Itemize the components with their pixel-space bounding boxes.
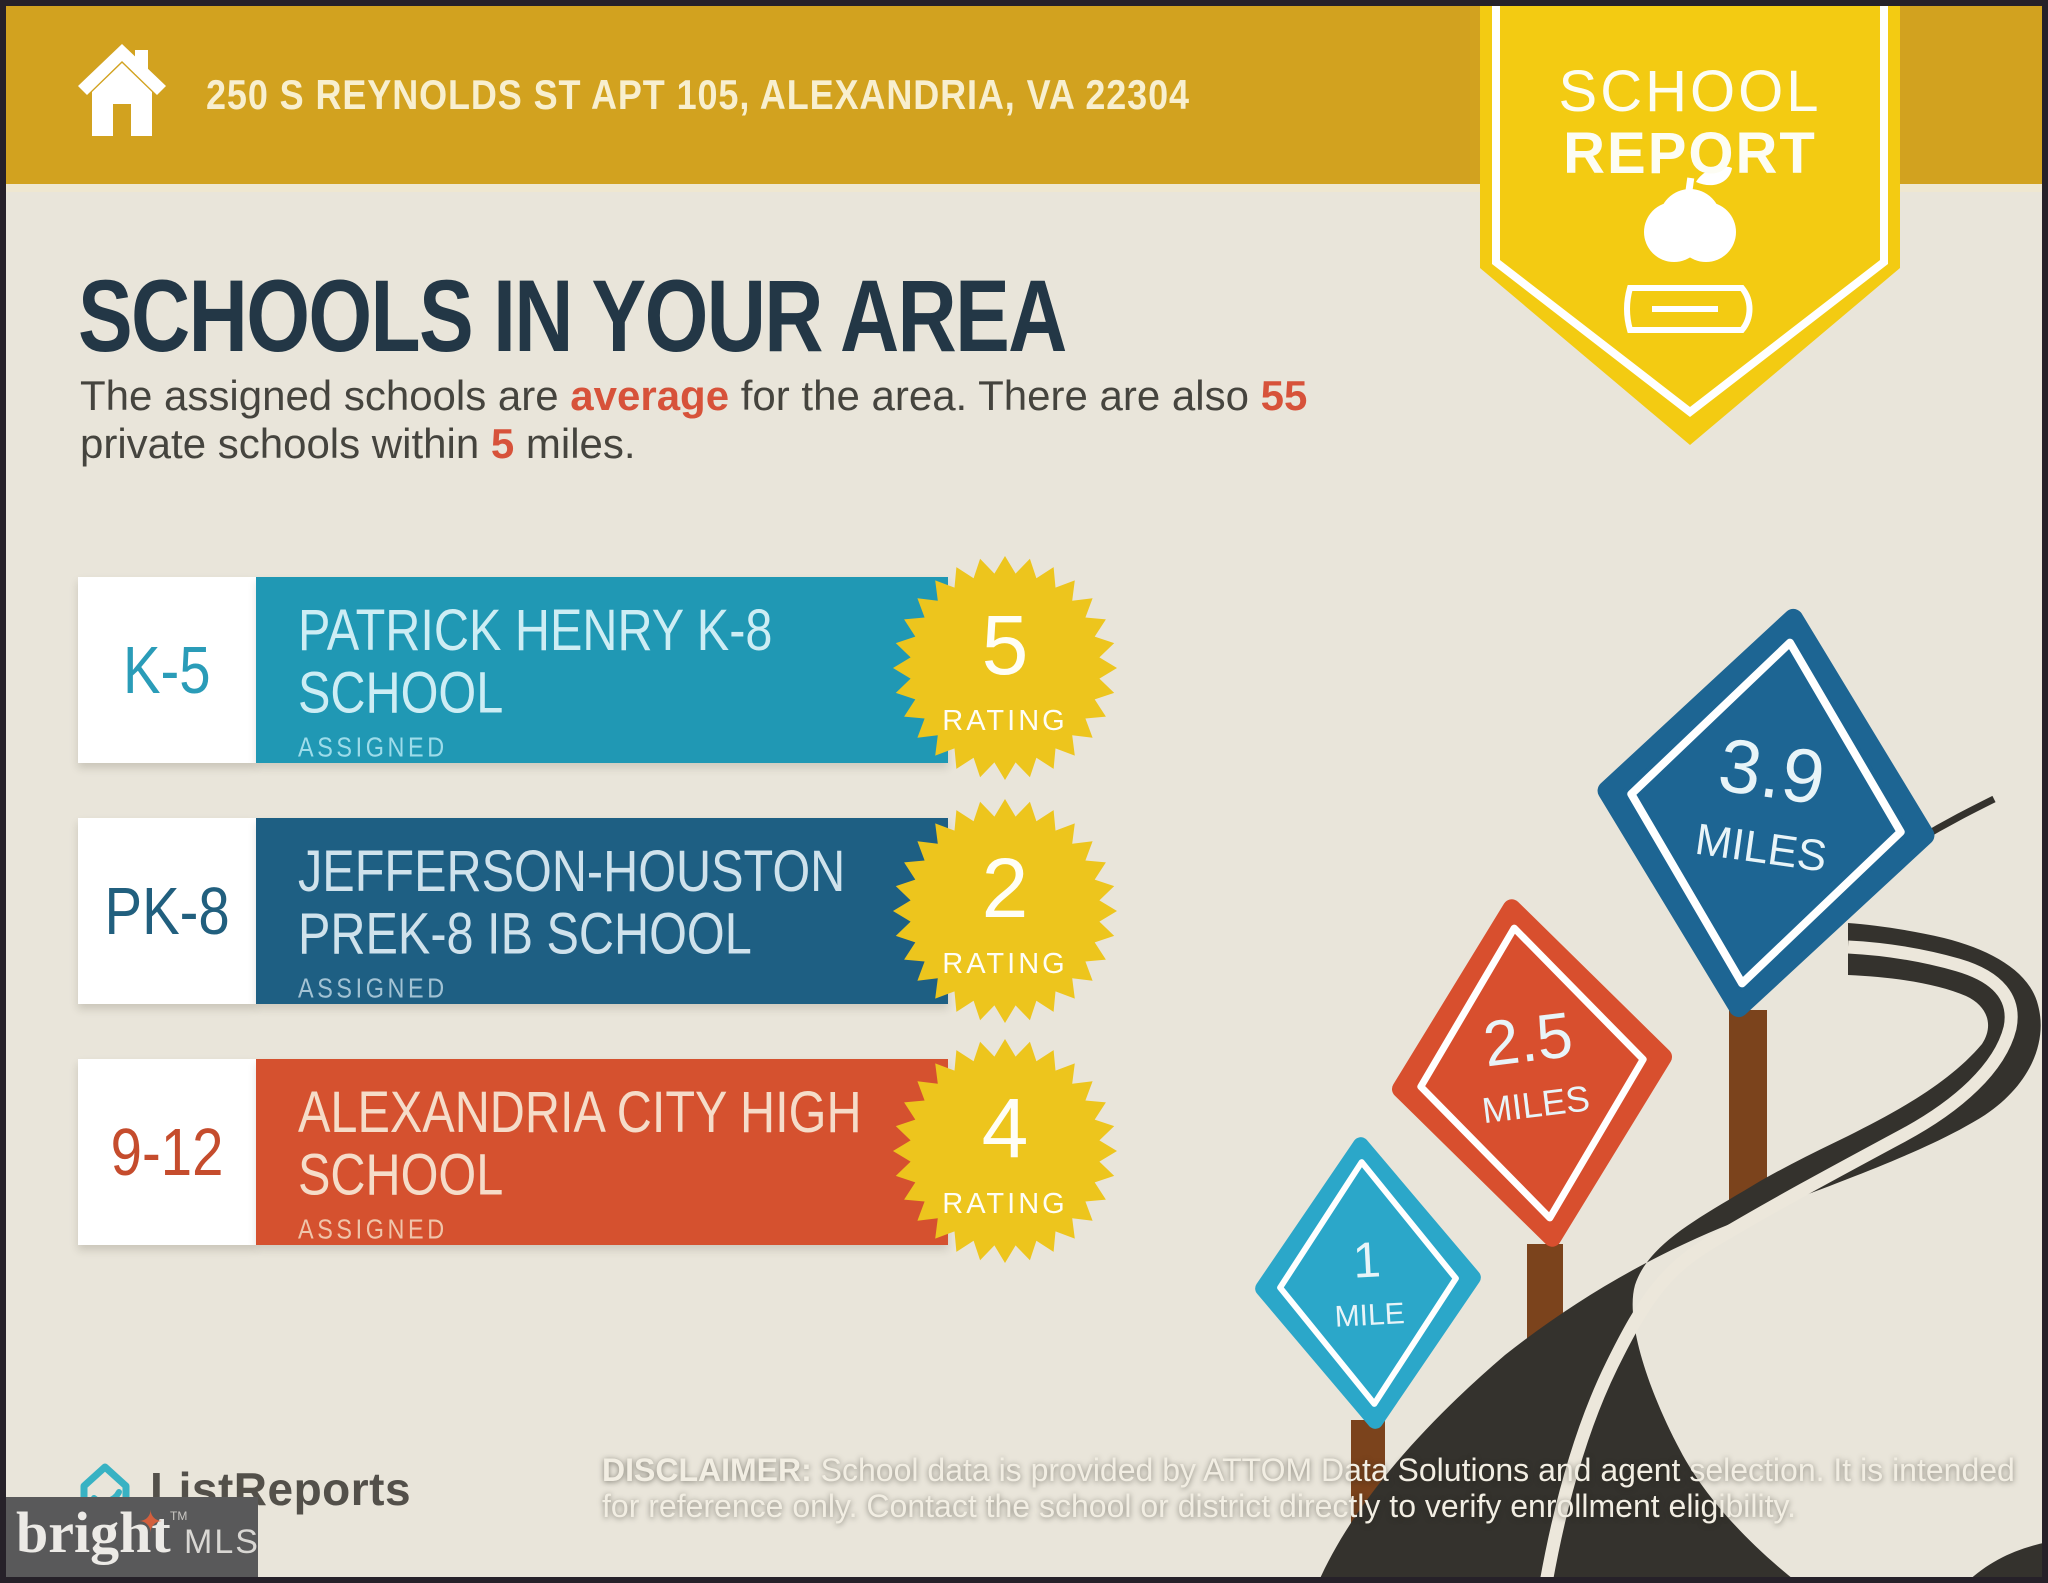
- ribbon-title-line1: SCHOOL: [1558, 59, 1822, 124]
- trademark-symbol: TM: [170, 1509, 188, 1523]
- grade-range-box: PK-8: [78, 818, 256, 1004]
- school-name-line1: PATRICK HENRY K-8: [298, 597, 773, 663]
- rating-value: 5: [982, 598, 1029, 692]
- property-address: 250 S REYNOLDS ST APT 105, ALEXANDRIA, V…: [206, 72, 1190, 119]
- sign-post: [1729, 1010, 1767, 1210]
- grade-range-box: 9-12: [78, 1059, 256, 1245]
- star-icon: ✦: [138, 1506, 164, 1539]
- ribbon-title-line2: REPORT: [1563, 121, 1817, 186]
- distance-sign-2-5-miles: 2.5 MILES: [1391, 899, 1673, 1247]
- school-name-line2: SCHOOL: [298, 660, 504, 726]
- bright-mls-logo: bright ✦ TM MLS: [0, 1497, 258, 1583]
- home-icon: [78, 44, 166, 136]
- school-status: ASSIGNED: [298, 971, 448, 1005]
- school-bar: JEFFERSON-HOUSTON PREK-8 IB SCHOOL ASSIG…: [256, 818, 948, 1004]
- rating-badge: 4 RATING: [893, 1039, 1117, 1263]
- school-bar: PATRICK HENRY K-8 SCHOOL ASSIGNED: [256, 577, 948, 763]
- sign-distance-value: 2.5: [1479, 998, 1576, 1080]
- school-status: ASSIGNED: [298, 1212, 448, 1246]
- school-name-line1: JEFFERSON-HOUSTON: [298, 838, 846, 904]
- disclaimer-label: DISCLAIMER:: [602, 1452, 812, 1488]
- road-sliver: [1966, 1542, 2048, 1583]
- book-icon: [1624, 285, 1753, 333]
- disclaimer-text: DISCLAIMER: School data is provided by A…: [602, 1452, 2015, 1524]
- intro-seg: for the area. There are also: [729, 372, 1261, 419]
- intro-text: The assigned schools are average for the…: [80, 372, 1307, 468]
- road-center-line: [1539, 940, 2018, 1583]
- school-name-line2: PREK-8 IB SCHOOL: [298, 901, 752, 967]
- school-row: K-5 PATRICK HENRY K-8 SCHOOL ASSIGNED: [78, 577, 948, 763]
- school-name-line2: SCHOOL: [298, 1142, 504, 1208]
- rating-badge: 2 RATING: [893, 799, 1117, 1023]
- sign-distance-value: 3.9: [1714, 722, 1830, 821]
- grade-range-box: K-5: [78, 577, 256, 763]
- sign-distance-unit: MILE: [1334, 1297, 1406, 1334]
- mls-wordmark: MLS: [184, 1523, 260, 1561]
- school-report-ribbon: [1480, 0, 1900, 445]
- rating-badge: 5 RATING: [893, 556, 1117, 780]
- disclaimer-line1: School data is provided by ATTOM Data So…: [811, 1452, 2015, 1488]
- school-row: PK-8 JEFFERSON-HOUSTON PREK-8 IB SCHOOL …: [78, 818, 948, 1004]
- school-bar: ALEXANDRIA CITY HIGH SCHOOL ASSIGNED: [256, 1059, 948, 1245]
- grade-range: K-5: [123, 632, 211, 708]
- grade-range: 9-12: [110, 1114, 224, 1190]
- school-row: 9-12 ALEXANDRIA CITY HIGH SCHOOL ASSIGNE…: [78, 1059, 948, 1245]
- bright-wordmark: bright: [16, 1500, 171, 1565]
- distance-sign-3-9-miles: 3.9 MILES: [1597, 608, 1935, 1018]
- intro-highlight-average: average: [570, 372, 730, 419]
- rating-label: RATING: [942, 1188, 1067, 1220]
- school-name-line1: ALEXANDRIA CITY HIGH: [298, 1079, 862, 1145]
- rating-value: 4: [982, 1081, 1029, 1175]
- rating-value: 2: [982, 841, 1029, 935]
- distance-sign-1-mile: 1 MILE: [1255, 1137, 1481, 1429]
- rating-label: RATING: [942, 705, 1067, 737]
- rating-label: RATING: [942, 948, 1067, 980]
- disclaimer-line2: for reference only. Contact the school o…: [602, 1488, 1796, 1524]
- road: [1318, 923, 2041, 1583]
- intro-highlight-count: 55: [1260, 372, 1308, 419]
- intro-seg: private schools within: [80, 420, 491, 467]
- school-status: ASSIGNED: [298, 730, 448, 764]
- intro-highlight-miles: 5: [490, 420, 515, 467]
- intro-seg: miles.: [514, 420, 636, 467]
- apple-icon: [1644, 166, 1736, 262]
- sign-distance-value: 1: [1351, 1231, 1382, 1288]
- banner-divider: [0, 184, 2048, 192]
- grade-range: PK-8: [104, 873, 230, 949]
- page-title: SCHOOLS IN YOUR AREA: [78, 259, 1067, 374]
- intro-seg: The assigned schools are: [80, 372, 571, 419]
